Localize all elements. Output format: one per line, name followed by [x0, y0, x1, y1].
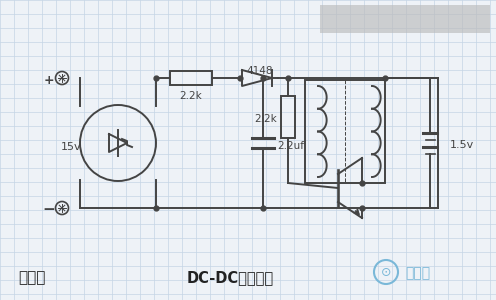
- Text: 2.2uf: 2.2uf: [277, 141, 304, 151]
- Bar: [305, 80, 385, 183]
- Text: 15v: 15v: [61, 142, 81, 152]
- Text: DC-DC升压电路: DC-DC升压电路: [186, 271, 274, 286]
- Text: −: −: [43, 202, 56, 217]
- Text: 示例图: 示例图: [18, 271, 45, 286]
- Bar: [170, 71, 212, 85]
- Bar: [281, 96, 295, 138]
- Text: 2.2k: 2.2k: [254, 114, 277, 124]
- Text: +: +: [44, 74, 55, 86]
- Text: 日月辰: 日月辰: [405, 266, 431, 280]
- Text: 4148: 4148: [247, 66, 273, 76]
- Text: 1.5v: 1.5v: [450, 140, 474, 150]
- Text: ⊙: ⊙: [381, 266, 391, 278]
- Bar: [320, 5, 490, 33]
- Text: 2.2k: 2.2k: [180, 91, 202, 101]
